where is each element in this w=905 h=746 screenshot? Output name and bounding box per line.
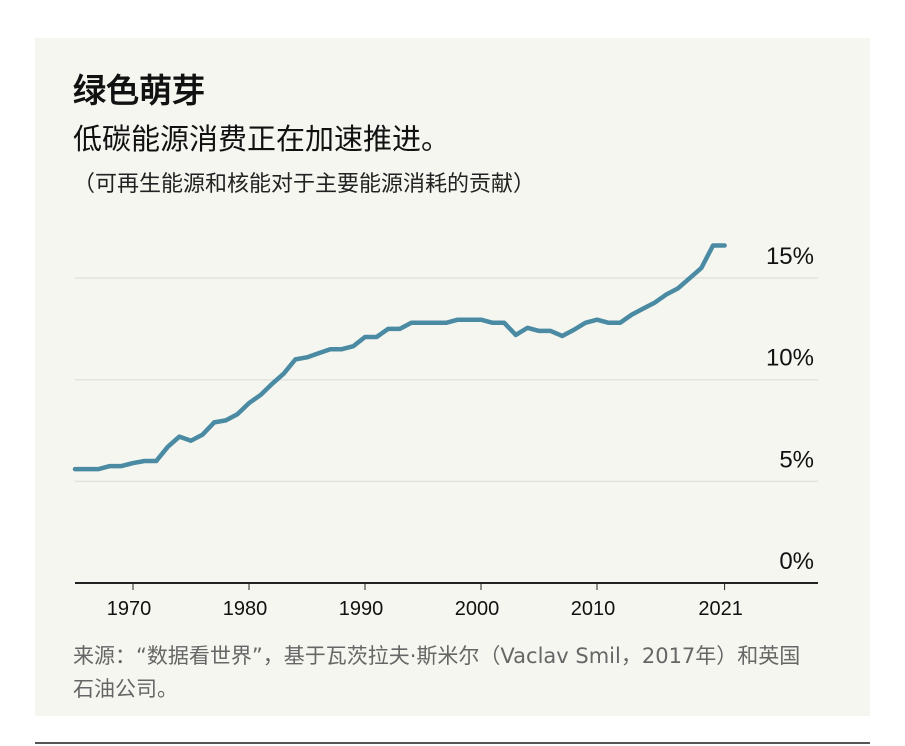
x-tick-label: 2021 xyxy=(698,598,743,620)
y-tick-label: 0% xyxy=(779,548,814,575)
chart-title: 绿色萌芽 xyxy=(73,71,205,110)
x-tick-label: 1970 xyxy=(107,598,152,620)
y-tick-label: 10% xyxy=(766,345,814,372)
x-tick-label: 2000 xyxy=(455,598,500,620)
source-note: 来源：“数据看世界”，基于瓦茨拉夫·斯米尔（Vaclav Smil，2017年）… xyxy=(73,644,801,701)
series-line xyxy=(72,243,727,472)
chart-subtitle: 低碳能源消费正在加速推进。 xyxy=(73,122,451,156)
y-tick-label: 5% xyxy=(779,446,814,473)
bottom-divider xyxy=(35,742,870,744)
x-tick-label: 2010 xyxy=(571,598,616,620)
chart-panel xyxy=(35,38,870,716)
x-tick-label: 1980 xyxy=(223,598,268,620)
y-tick-label: 15% xyxy=(766,243,814,270)
chart-note: （可再生能源和核能对于主要能源消耗的贡献） xyxy=(73,172,536,197)
x-tick-label: 1990 xyxy=(339,598,384,620)
